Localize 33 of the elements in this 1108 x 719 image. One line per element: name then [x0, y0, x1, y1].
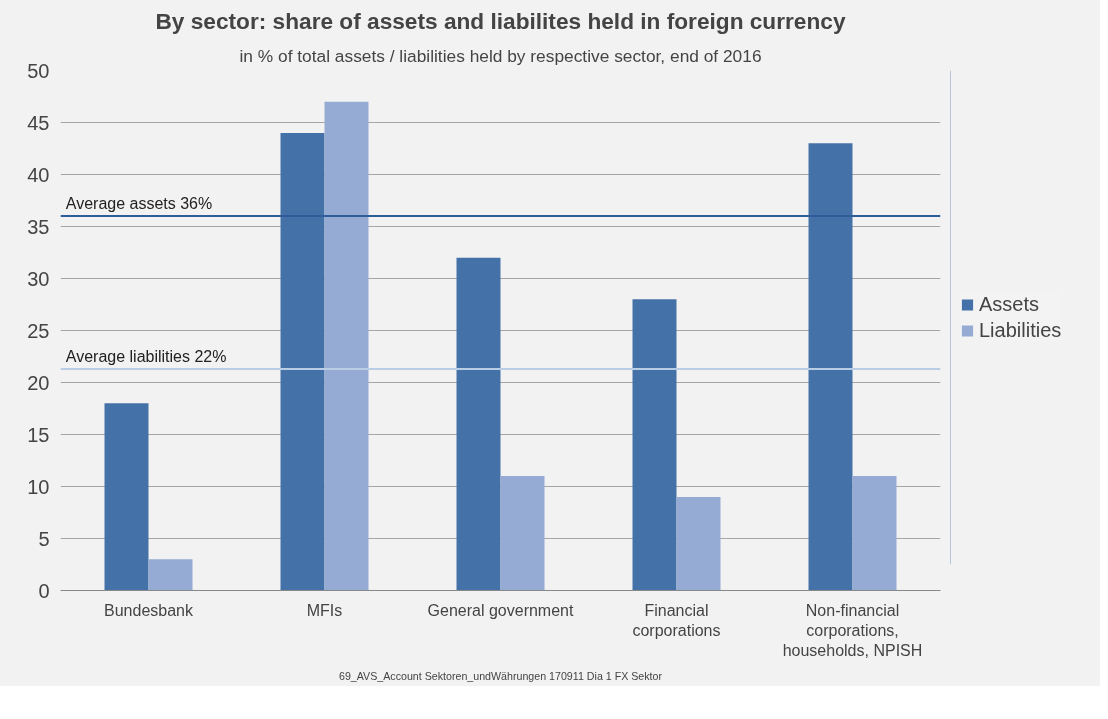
x-tick-label: Financial corporations — [632, 601, 721, 639]
ref-line-label: Average liabilities 22% — [65, 347, 227, 365]
y-tick-label: 25 — [27, 319, 50, 342]
y-tick-label: 45 — [27, 111, 50, 134]
y-tick-label: 10 — [27, 475, 50, 498]
ref-line-label: Average assets 36% — [65, 195, 213, 213]
bar — [456, 257, 501, 591]
x-tick-label: MFIs — [306, 601, 343, 619]
y-tick-label: 5 — [38, 527, 50, 550]
y-tick-label: 35 — [27, 215, 50, 238]
text: 69_AVS_Account Sektoren_undWährungen 170911 Dia 1 FX Sektor — [338, 669, 663, 682]
bar — [632, 299, 677, 591]
y-tick-label: 30 — [27, 267, 50, 290]
x-tick-label: Non-financial corporations, households, NPISH — [782, 601, 923, 660]
bar — [808, 143, 853, 591]
bar — [852, 476, 897, 591]
y-tick-label: 0 — [38, 579, 50, 602]
bar — [104, 403, 149, 591]
bar — [148, 559, 193, 591]
legend-label: Assets — [979, 292, 1040, 316]
bar — [280, 132, 325, 591]
y-tick-label: 50 — [27, 59, 50, 82]
y-tick-label: 15 — [27, 423, 50, 446]
bar — [500, 476, 545, 591]
x-tick-label: General government — [427, 601, 574, 619]
chart-subtitle: in % of total assets / liabilities held by respective sector, end of 2016 — [239, 45, 762, 66]
y-tick-label: 20 — [27, 371, 50, 394]
bar — [676, 496, 721, 591]
bar — [324, 101, 369, 591]
legend-label: Liabilities — [979, 318, 1062, 342]
chart-title: By sector: share of assets and liabilites held in foreign currency — [155, 7, 846, 34]
y-tick-label: 40 — [27, 163, 50, 186]
x-tick-label: Bundesbank — [104, 601, 194, 619]
